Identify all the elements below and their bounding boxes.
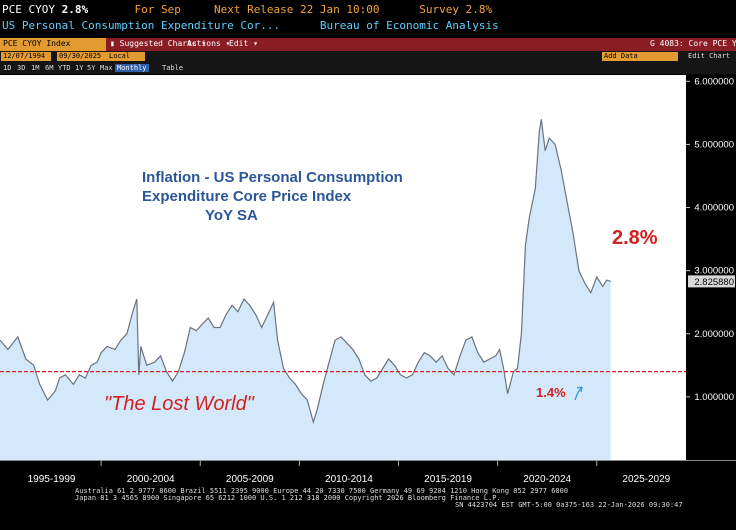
add-data-button[interactable]: Add Data	[602, 52, 678, 61]
chevron-down-icon: ▾	[220, 39, 231, 48]
for-label: For Sep	[134, 3, 181, 16]
x-tick-label: 2005-2009	[226, 474, 274, 485]
x-tick-label: 2010-2014	[325, 474, 373, 485]
reference-value-annotation: 1.4%	[536, 385, 566, 400]
period-1y[interactable]: 1Y	[75, 64, 84, 72]
last-value-box	[688, 275, 735, 288]
arrow-icon	[574, 386, 583, 401]
y-axis-svg: 6.000000 5.000000 4.000000 3.000000 2.000000…	[686, 76, 735, 403]
date-range-bar: 12/07/1994 09/30/2025 Local CCY Add Data…	[0, 51, 736, 69]
ticker-value: 2.8%	[61, 3, 89, 16]
last-value-label: 2.825880	[694, 277, 734, 288]
footer-session-line: SN 4423704 EST GMT-5:00 0a375-163 22-Jan…	[455, 501, 683, 509]
period-1m[interactable]: 1M	[31, 64, 40, 72]
ticker-line: PCE CYOY 2.8% For Sep Next Release 22 Ja…	[2, 3, 492, 16]
x-axis: 1995-1999 2000-2004 2005-2009 2010-2014 2015…	[0, 460, 736, 486]
edit-chart-button[interactable]: Edit Chart	[688, 52, 731, 60]
chart-plot-area: Inflation - US Personal Consumption Expe…	[0, 75, 686, 460]
security-field[interactable]: PCE CYOY Index	[3, 39, 71, 48]
y-tick-label: 2.000000	[694, 329, 734, 340]
y-tick-label: 1.000000	[694, 392, 734, 403]
currency-select[interactable]: Local CCY	[107, 52, 145, 69]
chevron-down-icon: ▾	[196, 39, 207, 48]
chart-id-label: G 4083: Core PCE YoY	[650, 39, 736, 48]
x-tick-label: 2020-2024	[523, 474, 571, 485]
period-5y[interactable]: 5Y	[87, 64, 96, 72]
data-source: Bureau of Economic Analysis	[319, 19, 499, 32]
period-6m[interactable]: 6M	[45, 64, 54, 72]
ticker-symbol[interactable]: PCE CYOY	[2, 3, 55, 16]
chart-title-line-3: YoY SA	[205, 207, 258, 224]
series-line	[0, 119, 611, 425]
description-line: US Personal Consumption Expenditure Cor.…	[2, 19, 499, 32]
series-area	[0, 119, 611, 460]
period-1d[interactable]: 1D	[3, 64, 12, 72]
security-field-box[interactable]	[0, 38, 106, 51]
next-release-label: Next Release 22 Jan 10:00	[213, 3, 380, 16]
chevron-down-icon: ▾	[248, 39, 258, 48]
end-date-field[interactable]: 09/30/2025	[57, 52, 107, 61]
x-tick-label: 2025-2029	[622, 474, 670, 485]
chart-svg: Inflation - US Personal Consumption Expe…	[0, 119, 686, 460]
survey-label: Survey 2.8%	[419, 3, 493, 16]
period-3d[interactable]: 3D	[17, 64, 26, 72]
table-button[interactable]: Table	[162, 64, 184, 72]
y-axis: 6.000000 5.000000 4.000000 3.000000 2.000000…	[686, 75, 736, 460]
period-max[interactable]: Max	[100, 64, 113, 72]
period-bar: 1D 3D 1M 6M YTD 1Y 5Y Max Monthly Table	[0, 62, 736, 74]
frequency-select[interactable]: Monthly	[115, 64, 149, 72]
x-axis-svg: 1995-1999 2000-2004 2005-2009 2010-2014 2015…	[0, 460, 736, 485]
y-tick-label: 5.000000	[694, 139, 734, 150]
chart-title-line-1: Inflation - US Personal Consumption	[142, 169, 403, 186]
footer: Australia 61 2 9777 8600 Brazil 5511 239…	[0, 486, 736, 530]
footer-contacts-line-2: Japan 81 3 4565 8900 Singapore 65 6212 1…	[75, 494, 501, 502]
x-tick-label: 2015-2019	[424, 474, 472, 485]
y-tick-label: 6.000000	[694, 76, 734, 87]
current-value-annotation: 2.8%	[612, 227, 658, 249]
chart-title-line-2: Expenditure Core Price Index	[142, 188, 352, 205]
function-toolbar: PCE CYOY Index ▮ Suggested Charts ▾ Acti…	[0, 38, 736, 51]
chart-icon: ▮	[110, 39, 120, 48]
security-description: US Personal Consumption Expenditure Cor.…	[2, 19, 281, 32]
start-date-field[interactable]: 12/07/1994	[1, 52, 51, 61]
footer-contacts-line-1: Australia 61 2 9777 8600 Brazil 5511 239…	[75, 487, 569, 495]
actions-button[interactable]: Actions ▾	[187, 39, 231, 48]
edit-button[interactable]: Edit ▾	[229, 39, 258, 48]
x-tick-label: 2000-2004	[127, 474, 175, 485]
period-ytd[interactable]: YTD	[58, 64, 71, 72]
y-tick-label: 3.000000	[694, 266, 734, 277]
y-tick-label: 4.000000	[694, 203, 734, 214]
x-tick-label: 1995-1999	[28, 474, 76, 485]
lost-world-annotation: "The Lost World"	[104, 393, 255, 415]
suggested-charts-button[interactable]: ▮ Suggested Charts ▾	[110, 39, 207, 48]
